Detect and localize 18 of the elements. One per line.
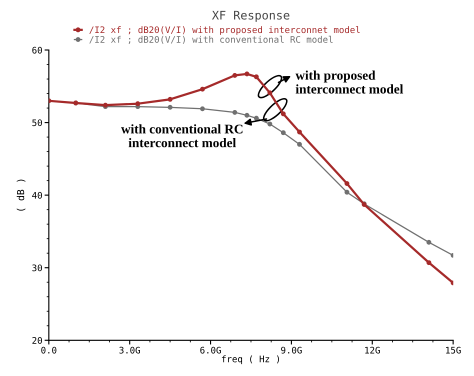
x-tick-label: 0.0 <box>41 346 56 354</box>
annotation: with conventional RC interconnect model <box>121 124 242 148</box>
y-axis-title: ( dB ) <box>16 180 26 211</box>
y-tick-label: 20 <box>32 337 42 344</box>
x-axis-title: freq ( Hz ) <box>222 355 279 364</box>
x-tick-label: 15G <box>446 346 461 354</box>
y-tick-label: 50 <box>32 119 42 126</box>
annotation: with proposed interconnect model <box>296 70 404 94</box>
y-tick-label: 60 <box>32 46 42 54</box>
y-tick-label: 40 <box>32 192 42 199</box>
x-tick-label: 12G <box>365 346 380 354</box>
y-tick-label: 30 <box>32 264 42 272</box>
legend-label: /I2 xf ; dB20(V/I) with proposed interconnet model <box>89 26 360 35</box>
x-tick-label: 3.0G <box>119 346 140 354</box>
legend-label: /I2 xf ; dB20(V/I) with conventional RC model <box>89 36 333 44</box>
x-tick-label: 6.0G <box>200 346 221 354</box>
x-tick-label: 9.0G <box>281 346 302 354</box>
chart-title: XF Response <box>212 10 290 22</box>
